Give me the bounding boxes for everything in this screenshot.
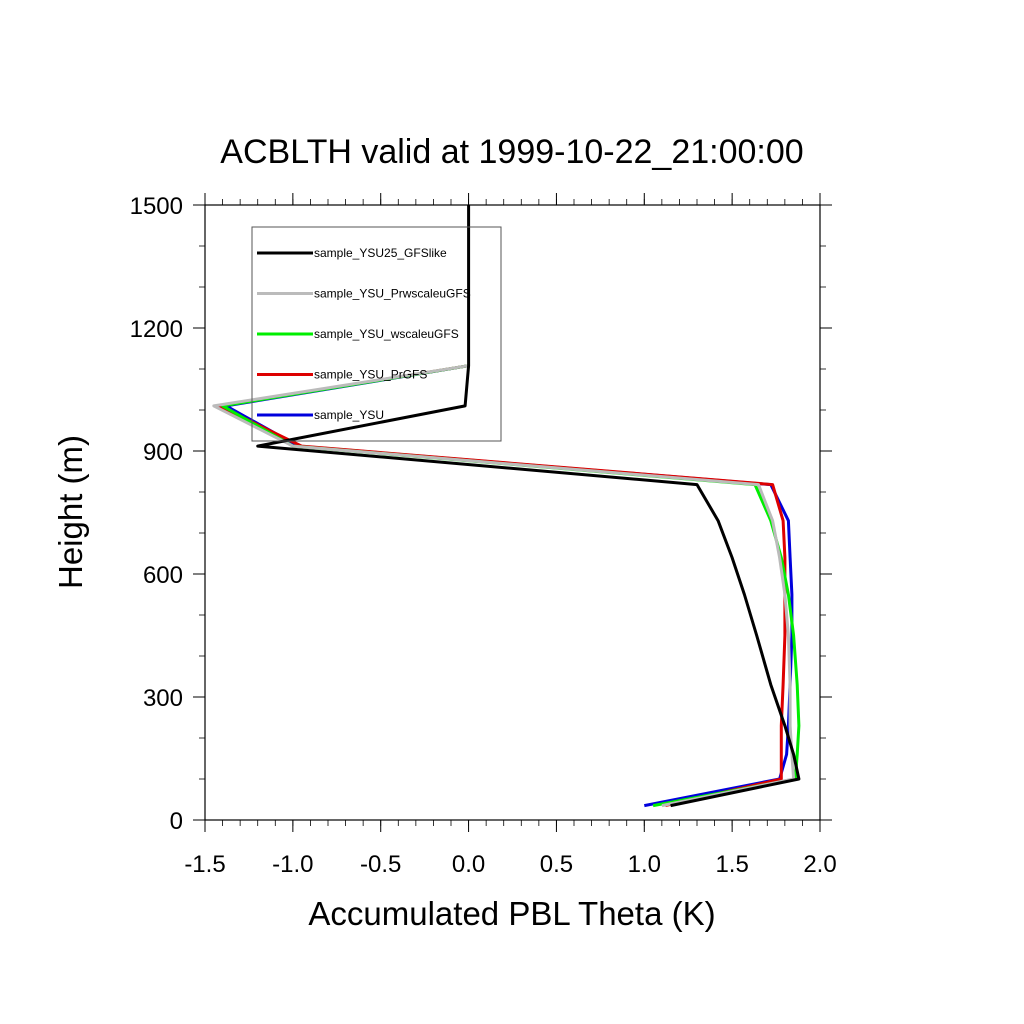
y-tick-label: 0 (170, 808, 183, 835)
x-tick-label: 1.5 (715, 851, 748, 878)
x-axis-label: Accumulated PBL Theta (K) (308, 895, 715, 932)
y-tick-label: 600 (143, 562, 183, 589)
x-tick-label: -1.5 (184, 851, 225, 878)
series-line (256, 205, 801, 808)
legend-label: sample_YSU (314, 408, 384, 422)
legend-label: sample_YSU25_GFSlike (314, 246, 447, 260)
series-line (217, 364, 787, 808)
y-tick-label: 1500 (130, 193, 183, 220)
y-tick-label: 900 (143, 439, 183, 466)
y-axis-label: Height (m) (52, 435, 89, 589)
axes: -1.5 -1.0 -0.5 0.0 0.5 1.0 1.5 2.0 0 300 600 900 120… (130, 193, 837, 878)
series-lines (212, 205, 801, 808)
y-tick-label: 1200 (130, 316, 183, 343)
legend-label: sample_YSU_PrwscaleuGFS (314, 287, 471, 301)
legend-box (251, 226, 502, 442)
plot-frame (204, 204, 821, 821)
legend-label: sample_YSU_PrGFS (314, 368, 427, 382)
x-tick-label: 0.0 (452, 851, 485, 878)
y-tick-label: 300 (143, 685, 183, 712)
series-line (212, 364, 796, 808)
series-line (224, 364, 794, 808)
legend: sample_YSU25_GFSlike sample_YSU_Prwscaleu… (251, 226, 502, 442)
x-tick-label: 2.0 (803, 851, 836, 878)
x-tick-label: 0.5 (540, 851, 573, 878)
series-line (221, 364, 801, 808)
x-tick-label: -1.0 (272, 851, 313, 878)
x-tick-label: 1.0 (628, 851, 661, 878)
legend-label: sample_YSU_wscaleuGFS (314, 327, 459, 341)
x-tick-label: -0.5 (360, 851, 401, 878)
chart-title: ACBLTH valid at 1999-10-22_21:00:00 (220, 133, 803, 171)
